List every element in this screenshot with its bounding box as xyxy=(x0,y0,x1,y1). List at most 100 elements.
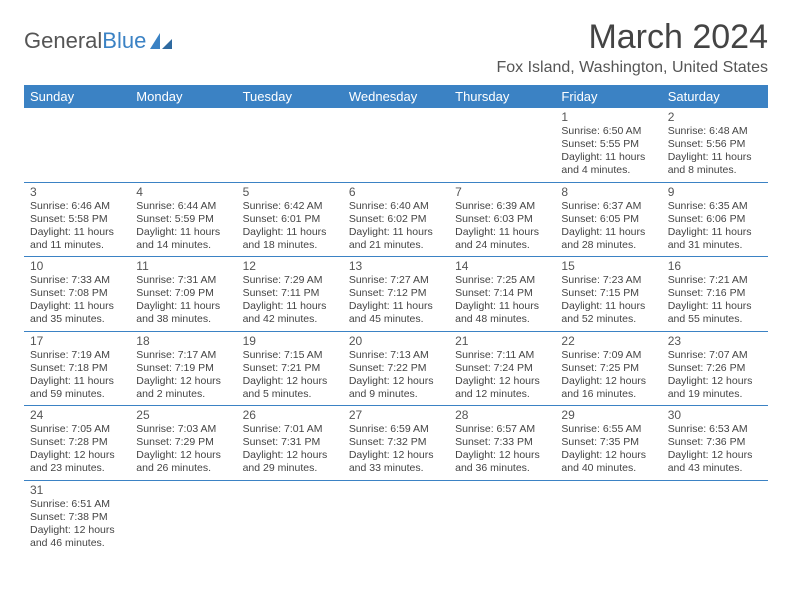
sunset-text: Sunset: 6:06 PM xyxy=(668,213,762,226)
calendar-table: Sunday Monday Tuesday Wednesday Thursday… xyxy=(24,85,768,554)
day-header: Saturday xyxy=(662,85,768,108)
calendar-cell: 21Sunrise: 7:11 AMSunset: 7:24 PMDayligh… xyxy=(449,331,555,406)
title-block: March 2024 Fox Island, Washington, Unite… xyxy=(496,18,768,77)
logo-text-2: Blue xyxy=(102,28,146,54)
calendar-row: 17Sunrise: 7:19 AMSunset: 7:18 PMDayligh… xyxy=(24,331,768,406)
day-number: 27 xyxy=(349,408,443,422)
daylight-text: Daylight: 11 hours and 35 minutes. xyxy=(30,300,124,326)
calendar-cell: 3Sunrise: 6:46 AMSunset: 5:58 PMDaylight… xyxy=(24,182,130,257)
logo-text-1: General xyxy=(24,28,102,54)
calendar-cell: 22Sunrise: 7:09 AMSunset: 7:25 PMDayligh… xyxy=(555,331,661,406)
calendar-cell: 14Sunrise: 7:25 AMSunset: 7:14 PMDayligh… xyxy=(449,257,555,332)
daylight-text: Daylight: 11 hours and 59 minutes. xyxy=(30,375,124,401)
calendar-cell xyxy=(130,108,236,182)
day-header: Wednesday xyxy=(343,85,449,108)
day-number: 19 xyxy=(243,334,337,348)
day-number: 25 xyxy=(136,408,230,422)
sunset-text: Sunset: 5:55 PM xyxy=(561,138,655,151)
sunrise-text: Sunrise: 7:27 AM xyxy=(349,274,443,287)
sunrise-text: Sunrise: 7:29 AM xyxy=(243,274,337,287)
sunset-text: Sunset: 7:19 PM xyxy=(136,362,230,375)
daylight-text: Daylight: 11 hours and 18 minutes. xyxy=(243,226,337,252)
calendar-cell: 4Sunrise: 6:44 AMSunset: 5:59 PMDaylight… xyxy=(130,182,236,257)
sunrise-text: Sunrise: 7:13 AM xyxy=(349,349,443,362)
sunrise-text: Sunrise: 6:59 AM xyxy=(349,423,443,436)
daylight-text: Daylight: 11 hours and 28 minutes. xyxy=(561,226,655,252)
daylight-text: Daylight: 12 hours and 33 minutes. xyxy=(349,449,443,475)
sunrise-text: Sunrise: 7:33 AM xyxy=(30,274,124,287)
calendar-cell: 17Sunrise: 7:19 AMSunset: 7:18 PMDayligh… xyxy=(24,331,130,406)
day-number: 12 xyxy=(243,259,337,273)
day-number: 26 xyxy=(243,408,337,422)
month-title: March 2024 xyxy=(496,18,768,57)
sunrise-text: Sunrise: 6:44 AM xyxy=(136,200,230,213)
calendar-cell: 8Sunrise: 6:37 AMSunset: 6:05 PMDaylight… xyxy=(555,182,661,257)
calendar-cell: 29Sunrise: 6:55 AMSunset: 7:35 PMDayligh… xyxy=(555,406,661,481)
daylight-text: Daylight: 12 hours and 29 minutes. xyxy=(243,449,337,475)
calendar-cell: 23Sunrise: 7:07 AMSunset: 7:26 PMDayligh… xyxy=(662,331,768,406)
daylight-text: Daylight: 12 hours and 5 minutes. xyxy=(243,375,337,401)
day-number: 15 xyxy=(561,259,655,273)
sunset-text: Sunset: 7:26 PM xyxy=(668,362,762,375)
day-number: 8 xyxy=(561,185,655,199)
day-number: 3 xyxy=(30,185,124,199)
day-number: 23 xyxy=(668,334,762,348)
day-number: 18 xyxy=(136,334,230,348)
daylight-text: Daylight: 11 hours and 24 minutes. xyxy=(455,226,549,252)
sunset-text: Sunset: 6:05 PM xyxy=(561,213,655,226)
sunset-text: Sunset: 7:09 PM xyxy=(136,287,230,300)
sunrise-text: Sunrise: 7:25 AM xyxy=(455,274,549,287)
sunrise-text: Sunrise: 6:40 AM xyxy=(349,200,443,213)
day-number: 24 xyxy=(30,408,124,422)
sunset-text: Sunset: 6:03 PM xyxy=(455,213,549,226)
day-header: Tuesday xyxy=(237,85,343,108)
daylight-text: Daylight: 11 hours and 48 minutes. xyxy=(455,300,549,326)
daylight-text: Daylight: 12 hours and 2 minutes. xyxy=(136,375,230,401)
calendar-cell: 6Sunrise: 6:40 AMSunset: 6:02 PMDaylight… xyxy=(343,182,449,257)
sunset-text: Sunset: 7:14 PM xyxy=(455,287,549,300)
sunrise-text: Sunrise: 6:42 AM xyxy=(243,200,337,213)
sunset-text: Sunset: 7:33 PM xyxy=(455,436,549,449)
calendar-row: 1Sunrise: 6:50 AMSunset: 5:55 PMDaylight… xyxy=(24,108,768,182)
calendar-cell: 10Sunrise: 7:33 AMSunset: 7:08 PMDayligh… xyxy=(24,257,130,332)
sunrise-text: Sunrise: 7:19 AM xyxy=(30,349,124,362)
daylight-text: Daylight: 12 hours and 9 minutes. xyxy=(349,375,443,401)
sunset-text: Sunset: 7:12 PM xyxy=(349,287,443,300)
day-number: 11 xyxy=(136,259,230,273)
day-header: Thursday xyxy=(449,85,555,108)
calendar-cell: 1Sunrise: 6:50 AMSunset: 5:55 PMDaylight… xyxy=(555,108,661,182)
calendar-cell: 25Sunrise: 7:03 AMSunset: 7:29 PMDayligh… xyxy=(130,406,236,481)
calendar-cell xyxy=(237,108,343,182)
daylight-text: Daylight: 12 hours and 36 minutes. xyxy=(455,449,549,475)
daylight-text: Daylight: 11 hours and 42 minutes. xyxy=(243,300,337,326)
daylight-text: Daylight: 11 hours and 21 minutes. xyxy=(349,226,443,252)
calendar-cell: 5Sunrise: 6:42 AMSunset: 6:01 PMDaylight… xyxy=(237,182,343,257)
day-number: 10 xyxy=(30,259,124,273)
sunset-text: Sunset: 7:38 PM xyxy=(30,511,124,524)
day-number: 9 xyxy=(668,185,762,199)
daylight-text: Daylight: 12 hours and 26 minutes. xyxy=(136,449,230,475)
sunrise-text: Sunrise: 6:53 AM xyxy=(668,423,762,436)
daylight-text: Daylight: 11 hours and 31 minutes. xyxy=(668,226,762,252)
day-number: 5 xyxy=(243,185,337,199)
daylight-text: Daylight: 11 hours and 4 minutes. xyxy=(561,151,655,177)
sunset-text: Sunset: 7:29 PM xyxy=(136,436,230,449)
calendar-cell xyxy=(343,108,449,182)
daylight-text: Daylight: 11 hours and 14 minutes. xyxy=(136,226,230,252)
sunset-text: Sunset: 7:16 PM xyxy=(668,287,762,300)
sunrise-text: Sunrise: 6:48 AM xyxy=(668,125,762,138)
calendar-cell xyxy=(130,480,236,554)
calendar-row: 31Sunrise: 6:51 AMSunset: 7:38 PMDayligh… xyxy=(24,480,768,554)
sunrise-text: Sunrise: 7:23 AM xyxy=(561,274,655,287)
calendar-cell: 19Sunrise: 7:15 AMSunset: 7:21 PMDayligh… xyxy=(237,331,343,406)
daylight-text: Daylight: 11 hours and 38 minutes. xyxy=(136,300,230,326)
calendar-cell: 18Sunrise: 7:17 AMSunset: 7:19 PMDayligh… xyxy=(130,331,236,406)
sunrise-text: Sunrise: 6:37 AM xyxy=(561,200,655,213)
sunset-text: Sunset: 5:56 PM xyxy=(668,138,762,151)
sunrise-text: Sunrise: 6:50 AM xyxy=(561,125,655,138)
calendar-cell: 2Sunrise: 6:48 AMSunset: 5:56 PMDaylight… xyxy=(662,108,768,182)
sunrise-text: Sunrise: 7:01 AM xyxy=(243,423,337,436)
calendar-cell: 24Sunrise: 7:05 AMSunset: 7:28 PMDayligh… xyxy=(24,406,130,481)
day-number: 28 xyxy=(455,408,549,422)
day-number: 1 xyxy=(561,110,655,124)
